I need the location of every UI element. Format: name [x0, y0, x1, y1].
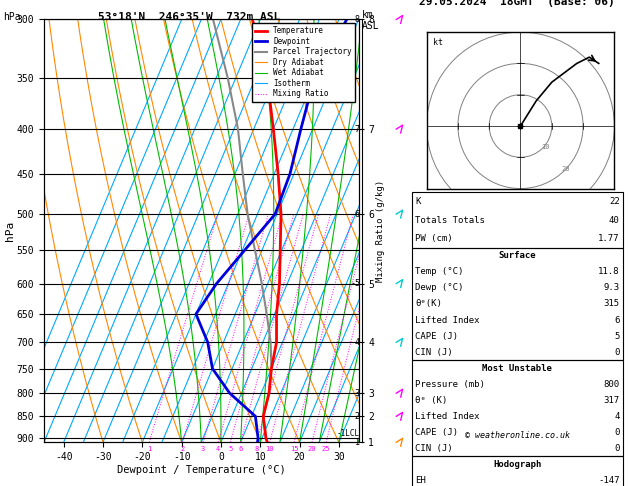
Text: 10: 10	[541, 143, 549, 150]
Text: Totals Totals: Totals Totals	[415, 216, 485, 225]
Text: 5: 5	[614, 331, 620, 341]
Text: -7: -7	[350, 124, 360, 134]
Text: 6: 6	[614, 315, 620, 325]
Text: 6: 6	[238, 446, 243, 451]
Text: 4: 4	[216, 446, 220, 451]
Text: km
ASL: km ASL	[362, 10, 379, 31]
Text: 53°18'N  246°35'W  732m ASL: 53°18'N 246°35'W 732m ASL	[97, 12, 280, 22]
Text: 15: 15	[290, 446, 298, 451]
Text: CAPE (J): CAPE (J)	[415, 331, 458, 341]
Text: Most Unstable: Most Unstable	[482, 364, 552, 373]
Text: 2: 2	[181, 446, 184, 451]
Text: 1.77: 1.77	[598, 234, 620, 243]
Text: 0: 0	[614, 428, 620, 437]
Text: 1: 1	[147, 446, 152, 451]
Text: 8: 8	[255, 446, 259, 451]
Text: 5: 5	[228, 446, 233, 451]
Text: K: K	[415, 197, 421, 206]
Text: hPa: hPa	[3, 12, 21, 22]
Text: -2: -2	[350, 412, 360, 421]
Text: 0: 0	[614, 444, 620, 453]
Text: Mixing Ratio (g/kg): Mixing Ratio (g/kg)	[376, 180, 385, 282]
X-axis label: Dewpoint / Temperature (°C): Dewpoint / Temperature (°C)	[117, 465, 286, 475]
Text: 9.3: 9.3	[603, 283, 620, 293]
Text: © weatheronline.co.uk: © weatheronline.co.uk	[465, 431, 570, 440]
Text: CAPE (J): CAPE (J)	[415, 428, 458, 437]
Text: 315: 315	[603, 299, 620, 309]
Text: -3: -3	[350, 389, 360, 398]
Legend: Temperature, Dewpoint, Parcel Trajectory, Dry Adiabat, Wet Adiabat, Isotherm, Mi: Temperature, Dewpoint, Parcel Trajectory…	[252, 23, 355, 102]
Y-axis label: hPa: hPa	[5, 221, 15, 241]
Text: 3: 3	[201, 446, 205, 451]
Text: 317: 317	[603, 396, 620, 405]
Text: 4: 4	[614, 412, 620, 421]
Text: θᵉ(K): θᵉ(K)	[415, 299, 442, 309]
Text: 22: 22	[609, 197, 620, 206]
Text: 10: 10	[265, 446, 274, 451]
Text: θᵉ (K): θᵉ (K)	[415, 396, 447, 405]
Text: Lifted Index: Lifted Index	[415, 315, 480, 325]
Text: 0: 0	[614, 347, 620, 357]
Text: EH: EH	[415, 476, 426, 485]
Text: -4: -4	[350, 338, 360, 347]
Text: 25: 25	[322, 446, 330, 451]
Text: -6: -6	[350, 209, 360, 219]
Text: Lifted Index: Lifted Index	[415, 412, 480, 421]
Text: -8: -8	[350, 15, 360, 24]
Text: PW (cm): PW (cm)	[415, 234, 453, 243]
Text: -1LCL: -1LCL	[337, 429, 360, 438]
Text: 20: 20	[561, 166, 570, 172]
Text: -5: -5	[350, 279, 360, 288]
Text: Dewp (°C): Dewp (°C)	[415, 283, 464, 293]
Text: Temp (°C): Temp (°C)	[415, 267, 464, 277]
Text: 800: 800	[603, 380, 620, 389]
Text: Hodograph: Hodograph	[493, 460, 542, 469]
Text: CIN (J): CIN (J)	[415, 347, 453, 357]
Text: 40: 40	[609, 216, 620, 225]
Text: Pressure (mb): Pressure (mb)	[415, 380, 485, 389]
Text: kt: kt	[433, 37, 443, 47]
Text: 11.8: 11.8	[598, 267, 620, 277]
Text: 29.05.2024  18GMT  (Base: 06): 29.05.2024 18GMT (Base: 06)	[420, 0, 615, 7]
Text: 20: 20	[308, 446, 316, 451]
Text: Surface: Surface	[499, 251, 536, 260]
Text: -147: -147	[598, 476, 620, 485]
Text: CIN (J): CIN (J)	[415, 444, 453, 453]
Text: -1: -1	[350, 438, 360, 447]
